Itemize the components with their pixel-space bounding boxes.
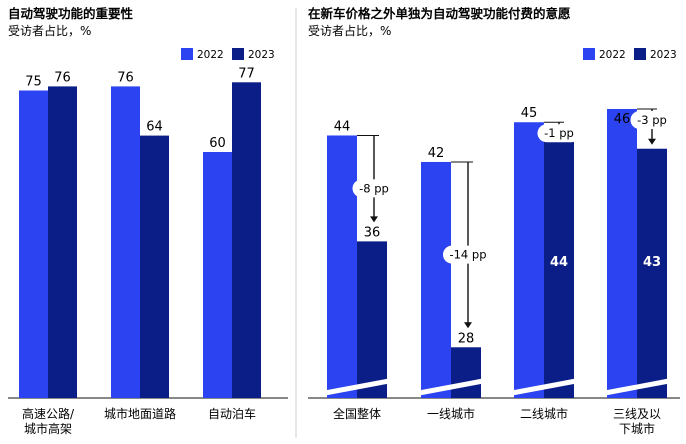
left-legend-label-2023: 2023 <box>248 49 275 61</box>
axis-break-mark <box>418 378 484 396</box>
right-category-label: 三线及以 <box>613 407 661 421</box>
change-arrow-head <box>648 138 656 145</box>
left-category-label: 城市高架 <box>24 421 72 436</box>
right-bar-value-label: 42 <box>428 146 445 161</box>
right-bar-value-label: 44 <box>550 255 568 270</box>
left-chart-marks: 75 76 高速公路/城市高架 76 64 城市地面道路 60 77 自动泊车 <box>19 66 261 436</box>
right-legend-swatch-2022 <box>583 48 595 60</box>
right-category-label: 一线城市 <box>427 406 475 421</box>
left-bar-value-label: 77 <box>238 66 255 81</box>
axis-break-mark <box>324 378 390 396</box>
right-bar-value-label: 36 <box>364 225 381 240</box>
right-chart-marks: 44 36 -8 pp 全国整体 42 28 -14 pp 一线城市 45 44 -1 pp 二线城市… <box>324 106 674 436</box>
right-legend: 2022 2023 <box>583 48 677 61</box>
right-bar-2023-1 <box>357 241 387 398</box>
change-label: -14 pp <box>449 248 486 262</box>
right-chart-subtitle: 受访者占比，% <box>308 23 391 38</box>
right-bar-2023-2 <box>451 347 481 398</box>
right-bar-2022-1 <box>327 135 357 398</box>
right-bar-value-label: 28 <box>458 331 475 346</box>
left-chart-title: 自动驾驶功能的重要性 <box>8 6 134 21</box>
axis-break-mark <box>511 378 577 396</box>
change-arrow-head <box>370 216 378 223</box>
right-bar-value-label: 43 <box>643 255 661 270</box>
right-category-label: 下城市 <box>619 421 655 436</box>
change-label: -3 pp <box>637 113 667 127</box>
right-legend-swatch-2023 <box>634 48 646 60</box>
left-bar-2023-1 <box>48 86 77 399</box>
change-pill <box>630 111 674 130</box>
left-bar-2022-1 <box>19 90 48 398</box>
left-category-label: 自动泊车 <box>208 406 256 421</box>
right-bar-2022-4 <box>607 109 637 398</box>
left-bar-value-label: 76 <box>54 70 71 85</box>
left-chart-subtitle: 受访者占比，% <box>8 23 91 38</box>
right-bar-value-label: 44 <box>334 119 351 134</box>
left-category-label: 高速公路/ <box>22 406 75 421</box>
change-label: -8 pp <box>359 181 389 195</box>
right-bar-2023-3 <box>544 135 574 398</box>
change-pill <box>352 179 396 198</box>
change-label: -1 pp <box>544 126 574 140</box>
right-bar-2022-3 <box>514 122 544 399</box>
axis-break-mark <box>604 378 670 396</box>
left-bar-value-label: 64 <box>146 120 163 135</box>
left-bar-value-label: 76 <box>117 70 134 85</box>
left-legend-swatch-2023 <box>232 48 244 60</box>
left-bar-2022-3 <box>203 152 232 398</box>
right-bar-2023-4 <box>637 148 667 398</box>
right-legend-label-2023: 2023 <box>650 49 677 61</box>
left-bar-2023-2 <box>140 135 169 398</box>
change-pill <box>443 245 493 264</box>
change-pill <box>537 124 581 143</box>
left-bar-2022-2 <box>111 86 140 399</box>
right-chart-title: 在新车价格之外单独为自动驾驶功能付费的意愿 <box>308 6 571 21</box>
left-bar-value-label: 60 <box>209 136 226 151</box>
right-legend-label-2022: 2022 <box>599 49 626 61</box>
right-category-label: 二线城市 <box>520 406 568 421</box>
left-category-label: 城市地面道路 <box>104 406 176 421</box>
left-bar-value-label: 75 <box>25 75 42 90</box>
right-bar-value-label: 45 <box>521 106 538 121</box>
right-category-label: 全国整体 <box>333 406 381 421</box>
right-bar-value-label: 46 <box>614 112 631 127</box>
left-legend-swatch-2022 <box>181 48 193 60</box>
left-bar-2023-3 <box>232 82 261 399</box>
change-arrow-head <box>464 322 472 329</box>
left-legend-label-2022: 2022 <box>197 49 224 61</box>
right-bar-2022-2 <box>421 161 451 398</box>
left-legend: 2022 2023 <box>181 48 275 61</box>
